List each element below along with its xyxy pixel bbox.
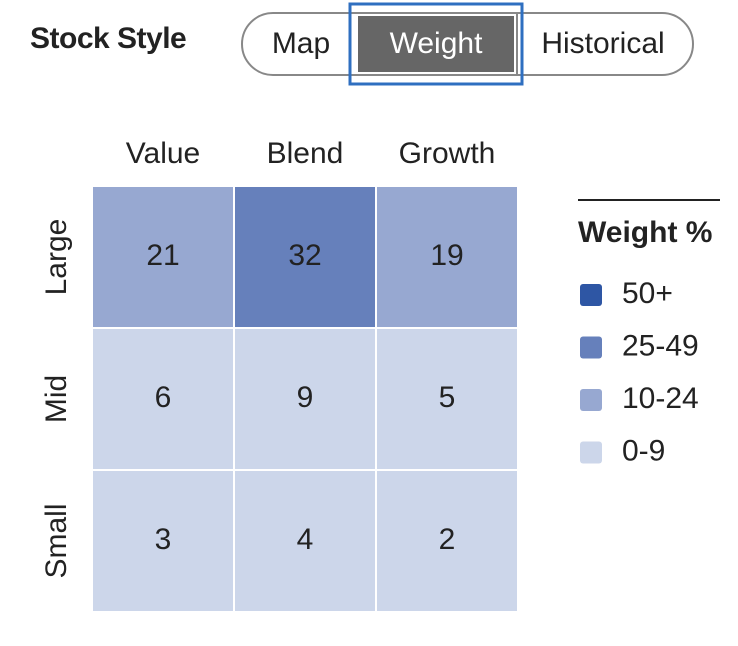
legend-swatch <box>580 389 602 411</box>
heat-cell <box>93 329 233 469</box>
legend-swatch <box>580 441 602 464</box>
row-label: Mid <box>40 375 73 423</box>
heat-cell <box>235 471 375 611</box>
legend-label: 10-24 <box>622 382 699 415</box>
legend-title: Weight % <box>578 216 712 249</box>
heat-cell <box>235 187 375 327</box>
column-label: Value <box>126 137 201 170</box>
legend-swatch <box>580 284 602 306</box>
tab-active[interactable]: Weight <box>390 27 483 60</box>
legend-label: 0-9 <box>622 434 665 467</box>
cell-value: 3 <box>155 523 172 556</box>
cell-value: 2 <box>439 523 456 556</box>
cell-value: 19 <box>430 239 463 272</box>
column-label: Blend <box>267 137 344 170</box>
legend-swatch <box>580 336 602 359</box>
heat-cell <box>235 329 375 469</box>
row-label: Large <box>40 219 73 296</box>
focus-ring <box>348 2 524 86</box>
cell-value: 4 <box>297 523 314 556</box>
tab[interactable]: Map <box>272 27 330 60</box>
column-label: Growth <box>399 137 496 170</box>
heat-cell <box>93 187 233 327</box>
cell-value: 32 <box>288 239 321 272</box>
heat-cell <box>377 187 517 327</box>
cell-value: 9 <box>297 381 314 414</box>
cell-value: 21 <box>146 239 179 272</box>
heat-cell <box>93 471 233 611</box>
cell-value: 5 <box>439 381 456 414</box>
cell-value: 6 <box>155 381 172 414</box>
tab-active-bg <box>358 16 514 72</box>
title: Stock Style <box>30 22 186 55</box>
legend-label: 50+ <box>622 277 673 310</box>
legend-label: 25-49 <box>622 329 699 362</box>
row-label: Small <box>40 503 73 578</box>
heat-cell <box>377 471 517 611</box>
tab[interactable]: Historical <box>541 27 664 60</box>
heat-cell <box>377 329 517 469</box>
